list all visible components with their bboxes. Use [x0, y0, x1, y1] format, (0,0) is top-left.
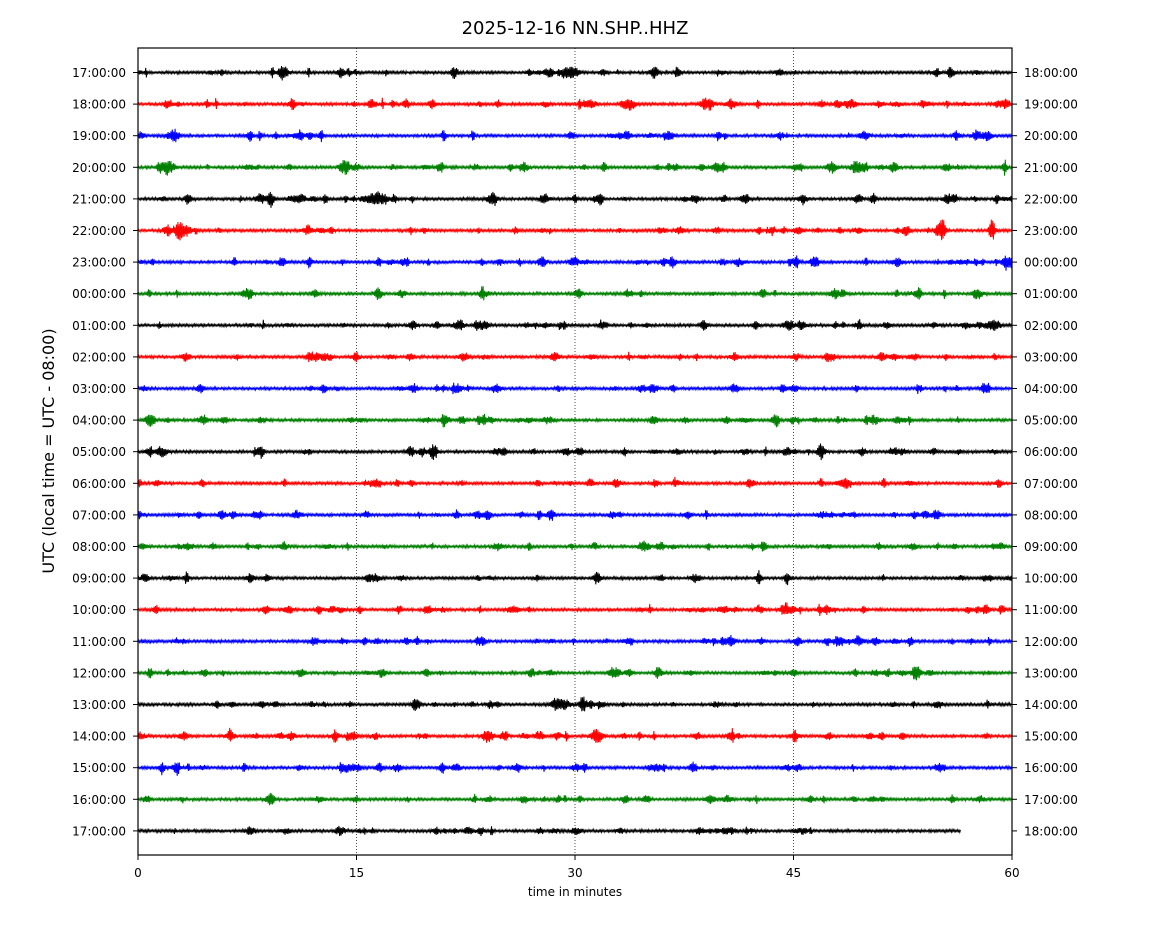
- trace-line: [137, 413, 1013, 428]
- trace-line: [137, 97, 1013, 111]
- y-axis-label: UTC (local time = UTC - 08:00): [39, 328, 58, 573]
- traces: [137, 65, 1013, 837]
- y-tick-label-left: 17:00:00: [72, 824, 126, 838]
- trace-line: [137, 509, 1013, 521]
- trace-line: [137, 825, 961, 837]
- y-tick-label-right: 16:00:00: [1024, 761, 1078, 775]
- trace-line: [137, 443, 1013, 461]
- y-tick-label-left: 00:00:00: [72, 287, 126, 301]
- y-tick-label-right: 22:00:00: [1024, 192, 1078, 206]
- y-tick-label-right: 08:00:00: [1024, 508, 1078, 522]
- y-tick-label-right: 00:00:00: [1024, 256, 1078, 270]
- y-tick-label-right: 19:00:00: [1024, 98, 1078, 112]
- y-tick-label-right: 10:00:00: [1024, 572, 1078, 586]
- y-tick-label-right: 03:00:00: [1024, 350, 1078, 364]
- y-tick-label-right: 04:00:00: [1024, 382, 1078, 396]
- trace-line: [137, 792, 1013, 806]
- trace-line: [137, 382, 1013, 395]
- y-tick-label-left: 03:00:00: [72, 382, 126, 396]
- y-tick-label-right: 09:00:00: [1024, 540, 1078, 554]
- trace-line: [137, 191, 1013, 208]
- x-axis-label: time in minutes: [528, 885, 622, 899]
- y-tick-label-right: 05:00:00: [1024, 414, 1078, 428]
- trace-line: [137, 159, 1013, 176]
- y-tick-label-left: 04:00:00: [72, 414, 126, 428]
- y-tick-label-left: 08:00:00: [72, 540, 126, 554]
- y-tick-label-left: 11:00:00: [72, 635, 126, 649]
- trace-line: [137, 761, 1013, 776]
- y-tick-label-left: 16:00:00: [72, 793, 126, 807]
- y-tick-label-right: 12:00:00: [1024, 635, 1078, 649]
- y-tick-label-right: 20:00:00: [1024, 129, 1078, 143]
- trace-line: [137, 727, 1013, 743]
- y-tick-label-left: 07:00:00: [72, 508, 126, 522]
- y-tick-label-right: 14:00:00: [1024, 698, 1078, 712]
- trace-line: [137, 255, 1013, 271]
- y-tick-label-left: 18:00:00: [72, 98, 126, 112]
- y-tick-label-left: 20:00:00: [72, 161, 126, 175]
- y-tick-label-right: 06:00:00: [1024, 445, 1078, 459]
- y-tick-label-left: 05:00:00: [72, 445, 126, 459]
- y-tick-label-left: 02:00:00: [72, 350, 126, 364]
- y-tick-label-right: 21:00:00: [1024, 161, 1078, 175]
- x-axis: 0 15 30 45 60: [134, 855, 1020, 880]
- trace-line: [137, 666, 1013, 681]
- y-tick-label-left: 17:00:00: [72, 66, 126, 80]
- y-tick-label-left: 14:00:00: [72, 730, 126, 744]
- x-tick-label: 30: [567, 866, 582, 880]
- y-tick-label-right: 02:00:00: [1024, 319, 1078, 333]
- y-tick-label-right: 01:00:00: [1024, 287, 1078, 301]
- trace-line: [137, 128, 1013, 143]
- trace-line: [137, 602, 1013, 617]
- trace-line: [137, 351, 1013, 363]
- grid-lines: [356, 48, 794, 855]
- y-tick-label-right: 11:00:00: [1024, 603, 1078, 617]
- y-tick-label-left: 21:00:00: [72, 192, 126, 206]
- trace-line: [137, 540, 1013, 552]
- y-tick-label-left: 23:00:00: [72, 256, 126, 270]
- chart-title: 2025-12-16 NN.SHP..HHZ: [462, 18, 689, 39]
- x-tick-label: 45: [786, 866, 801, 880]
- trace-line: [137, 219, 1013, 241]
- y-tick-label-right: 17:00:00: [1024, 793, 1078, 807]
- y-axis: 17:00:00 18:00:00 19:00:00 20:00:00 21:00:00…: [72, 66, 1078, 838]
- y-tick-label-right: 18:00:00: [1024, 66, 1078, 80]
- y-tick-label-right: 23:00:00: [1024, 224, 1078, 238]
- x-tick-label: 0: [134, 866, 142, 880]
- y-tick-label-left: 19:00:00: [72, 129, 126, 143]
- y-tick-label-right: 07:00:00: [1024, 477, 1078, 491]
- trace-line: [137, 65, 1013, 81]
- trace-line: [137, 634, 1013, 647]
- y-tick-label-left: 13:00:00: [72, 698, 126, 712]
- y-tick-label-left: 22:00:00: [72, 224, 126, 238]
- trace-line: [137, 319, 1013, 331]
- y-tick-label-right: 13:00:00: [1024, 666, 1078, 680]
- trace-line: [137, 696, 1013, 712]
- trace-line: [137, 286, 1013, 301]
- y-tick-label-left: 01:00:00: [72, 319, 126, 333]
- y-tick-label-right: 18:00:00: [1024, 824, 1078, 838]
- y-tick-label-right: 15:00:00: [1024, 730, 1078, 744]
- y-tick-label-left: 09:00:00: [72, 572, 126, 586]
- y-tick-label-left: 06:00:00: [72, 477, 126, 491]
- trace-line: [137, 570, 1013, 586]
- trace-line: [137, 476, 1013, 489]
- x-tick-label: 15: [349, 866, 364, 880]
- y-tick-label-left: 15:00:00: [72, 761, 126, 775]
- y-tick-label-left: 10:00:00: [72, 603, 126, 617]
- x-tick-label: 60: [1004, 866, 1019, 880]
- y-tick-label-left: 12:00:00: [72, 666, 126, 680]
